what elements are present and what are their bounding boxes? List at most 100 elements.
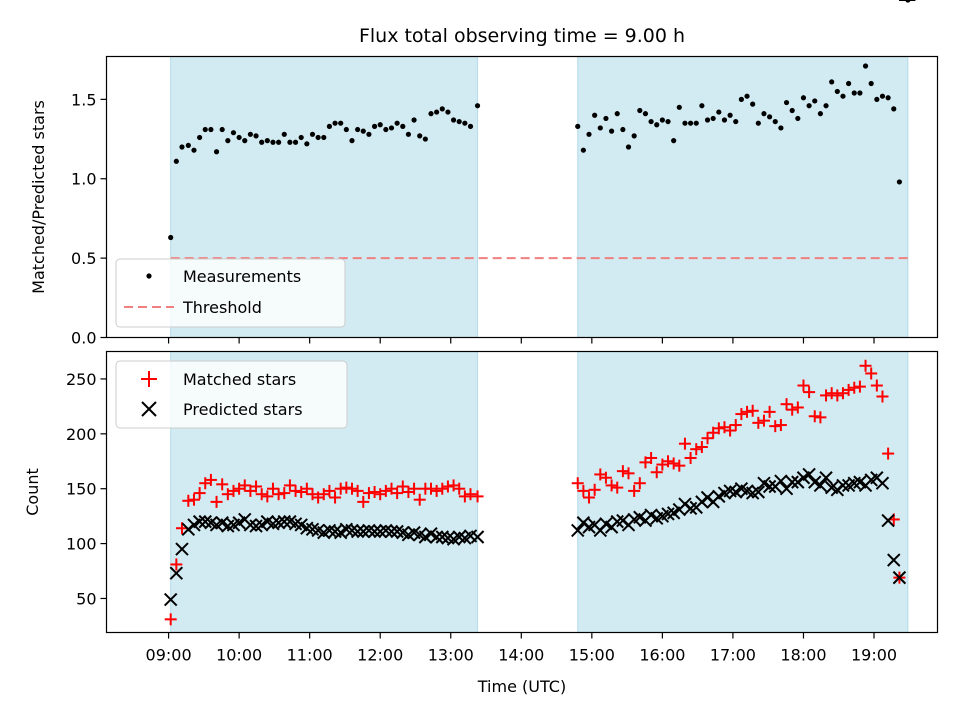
matched-star-point [882, 447, 895, 460]
measurement-point [434, 109, 440, 115]
measurement-point [400, 123, 406, 129]
measurement-point [868, 80, 874, 87]
measurement-point [575, 123, 581, 129]
measurement-point [219, 126, 225, 133]
measurement-point [693, 120, 699, 126]
x-tick-label: 12:00 [357, 646, 403, 665]
matched-star-point [633, 477, 646, 490]
bottom-plot-frame [105, 350, 939, 634]
predicted-star-point [836, 478, 850, 493]
x-tick-label: 09:00 [146, 646, 192, 665]
matched-star-point [250, 480, 263, 493]
measurement-point [338, 120, 344, 126]
measurement-point [840, 93, 846, 99]
measurement-point [191, 147, 197, 153]
x-tick-label: 13:00 [428, 646, 474, 665]
matched-star-point [583, 491, 596, 504]
matched-star-point [650, 466, 663, 479]
matched-star-point [870, 379, 883, 392]
top-legend: Measurements Threshold [115, 258, 346, 328]
measurement-point [879, 93, 886, 99]
measurement-point [394, 120, 400, 126]
measurement-point [371, 123, 378, 129]
matched-star-point [797, 379, 810, 392]
bottom-y-axis-label: Count [23, 468, 42, 516]
measurement-point [874, 96, 880, 102]
matched-star-point [210, 495, 223, 508]
matched-star-point [876, 390, 889, 403]
measurement-point [179, 144, 185, 150]
predicted-star-point [751, 485, 766, 499]
measurement-point [783, 99, 790, 106]
x-tick-label: 14:00 [498, 646, 544, 665]
matched-star-point [577, 484, 590, 497]
predicted-star-point [813, 478, 828, 493]
predicted-star-point [169, 566, 184, 580]
measurement-point [360, 128, 366, 134]
measurement-point [349, 138, 355, 144]
top-y-axis-label: Matched/Predicted stars [29, 100, 48, 294]
matched-star-point [712, 422, 725, 435]
measurement-point [721, 117, 728, 123]
measurement-point [750, 101, 756, 107]
matched-star-point [441, 480, 454, 493]
top-y-tick-label: 1.5 [71, 90, 96, 109]
measurement-point [439, 106, 445, 112]
x-tick-label: 19:00 [851, 646, 897, 665]
predicted-star-point [802, 467, 816, 482]
measurement-point [795, 115, 801, 122]
measurement-point [817, 111, 823, 117]
legend-predicted-marker [141, 401, 157, 417]
matched-star-point [408, 482, 421, 495]
matched-star-point [853, 380, 866, 393]
measurement-point [738, 96, 744, 102]
measurement-point [462, 120, 468, 126]
measurement-point [309, 131, 316, 137]
measurement-point [778, 125, 784, 131]
x-tick-label: 11:00 [287, 646, 333, 665]
measurement-point [812, 98, 818, 104]
measurement-point [270, 139, 276, 145]
measurement-point [276, 139, 282, 145]
measurement-point [716, 109, 722, 115]
matched-star-point [362, 487, 375, 500]
measurement-point [225, 138, 231, 144]
matched-star-point [379, 484, 392, 497]
measurement-point [467, 123, 474, 129]
measurement-point [671, 138, 677, 144]
predicted-star-point [785, 475, 799, 489]
matched-star-point [859, 359, 872, 372]
measurement-point [264, 138, 270, 144]
measurement-point [445, 109, 451, 115]
matched-star-point [471, 490, 484, 503]
predicted-star-point [887, 553, 901, 567]
observing-period-shade [577, 56, 909, 338]
measurement-point [592, 112, 598, 118]
matched-star-point [571, 477, 584, 490]
measurement-point [247, 131, 254, 137]
matched-star-point [345, 482, 358, 495]
measurement-point [242, 138, 248, 144]
matched-star-point [391, 487, 404, 500]
measurement-point [326, 123, 333, 129]
measurement-point [185, 142, 191, 149]
measurement-point [710, 115, 716, 122]
measurement-point [597, 125, 603, 131]
predicted-star-point [762, 479, 777, 494]
matched-star-point [865, 367, 878, 380]
measurement-point [834, 88, 840, 95]
measurement-point [388, 125, 395, 131]
measurement-point [202, 126, 208, 133]
matched-star-point [255, 488, 268, 501]
measurement-point [857, 90, 863, 96]
legend-matched-label: Matched stars [183, 370, 296, 389]
measurement-point [580, 147, 586, 153]
top-y-tick-label: 1.0 [71, 170, 96, 189]
x-tick-label: 17:00 [710, 646, 756, 665]
measurement-point [474, 103, 481, 109]
matched-star-point [289, 484, 302, 497]
matched-star-point [757, 414, 770, 427]
predicted-star-point [819, 471, 833, 485]
top-y-tick-label: 0.0 [71, 329, 96, 348]
matched-star-point [803, 386, 816, 399]
